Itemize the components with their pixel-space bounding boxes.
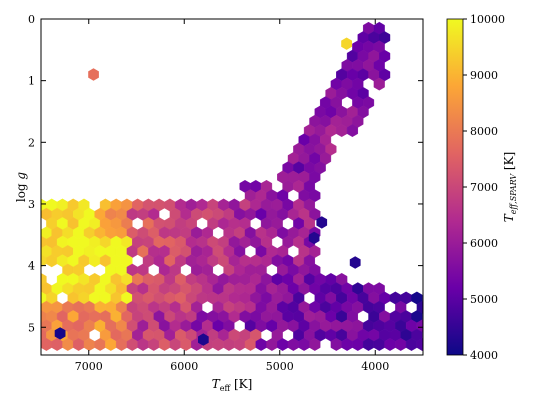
y-tick-label: 4 (28, 260, 35, 273)
hexbin-cell (346, 124, 358, 138)
y-axis-label: log g (14, 172, 28, 203)
hexbin-cell (309, 338, 321, 351)
x-tick-label: 4000 (361, 360, 389, 373)
hexbin-cell-outlier (349, 256, 361, 269)
x-tick-label: 7000 (75, 360, 103, 373)
hexbin-cell-outlier (341, 37, 352, 50)
x-axis-label: Teff [K] (212, 377, 253, 393)
hexbin-cell (373, 77, 385, 91)
colorbar-tick-label: 6000 (470, 237, 498, 250)
colorbar-tick-label: 10000 (470, 13, 505, 26)
x-tick-label: 5000 (266, 360, 294, 373)
y-tick-label: 2 (28, 136, 35, 149)
colorbar (446, 18, 464, 356)
hexbin-cell-outlier (54, 327, 66, 340)
y-tick-label: 5 (28, 321, 35, 334)
y-axis-ticks: 0 1 2 3 4 5 (28, 13, 423, 334)
hexbin-cell-outlier (88, 68, 99, 81)
colorbar-ticks: 4000 5000 6000 7000 8000 9000 10000 (463, 13, 505, 362)
hexbin-cells (41, 21, 423, 351)
colorbar-label: Teff,SPARV [K] (502, 152, 518, 223)
colorbar-tick-label: 9000 (470, 69, 498, 82)
y-tick-label: 1 (28, 75, 35, 88)
colorbar-tick-label: 5000 (470, 293, 498, 306)
hexbin-cell-outlier (308, 231, 320, 245)
plot-frame (40, 18, 424, 356)
y-tick-label: 0 (28, 13, 35, 26)
hexbin-cell-outlier (316, 216, 328, 229)
colorbar-tick-label: 8000 (470, 125, 498, 138)
hexbin-cell-outlier (198, 333, 209, 346)
x-tick-label: 6000 (170, 360, 198, 373)
y-tick-label: 3 (28, 198, 35, 211)
colorbar-tick-label: 7000 (470, 181, 498, 194)
x-axis-ticks: 7000 6000 5000 4000 (75, 19, 389, 373)
colorbar-tick-label: 4000 (470, 349, 498, 362)
hexbin-cell (416, 338, 423, 351)
